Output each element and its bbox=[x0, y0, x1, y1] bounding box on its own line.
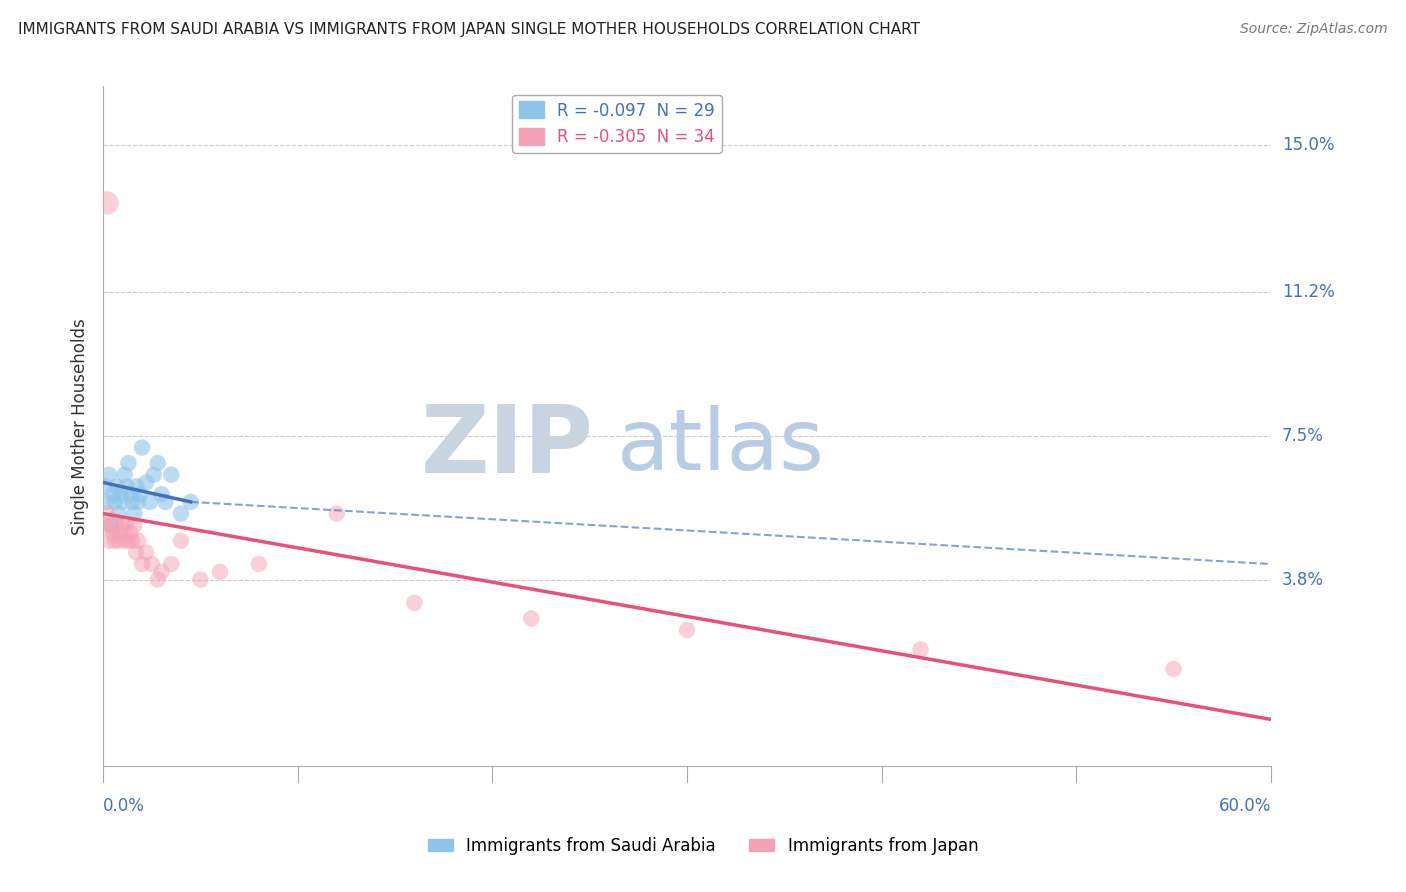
Point bbox=[104, 533, 127, 548]
Point bbox=[115, 479, 138, 493]
Point bbox=[141, 557, 163, 571]
Point bbox=[96, 495, 118, 509]
Point bbox=[114, 533, 136, 548]
Point bbox=[150, 565, 173, 579]
Point bbox=[117, 456, 139, 470]
Point bbox=[127, 533, 149, 548]
Point bbox=[127, 495, 149, 509]
Point bbox=[105, 479, 128, 493]
Text: atlas: atlas bbox=[617, 405, 825, 488]
Point bbox=[120, 526, 142, 541]
Point bbox=[107, 533, 129, 548]
Text: ZIP: ZIP bbox=[420, 401, 593, 492]
Text: 11.2%: 11.2% bbox=[1282, 283, 1334, 301]
Text: 3.8%: 3.8% bbox=[1282, 571, 1324, 589]
Text: 0.0%: 0.0% bbox=[103, 797, 145, 814]
Point bbox=[96, 507, 118, 521]
Point bbox=[101, 487, 124, 501]
Point bbox=[98, 533, 121, 548]
Point bbox=[139, 495, 162, 509]
Point bbox=[121, 533, 143, 548]
Point bbox=[107, 507, 129, 521]
Point bbox=[104, 495, 127, 509]
Text: IMMIGRANTS FROM SAUDI ARABIA VS IMMIGRANTS FROM JAPAN SINGLE MOTHER HOUSEHOLDS C: IMMIGRANTS FROM SAUDI ARABIA VS IMMIGRAN… bbox=[18, 22, 921, 37]
Point bbox=[170, 533, 193, 548]
Point bbox=[520, 611, 543, 625]
Point bbox=[135, 475, 157, 490]
Text: 7.5%: 7.5% bbox=[1282, 427, 1324, 445]
Legend: R = -0.097  N = 29, R = -0.305  N = 34: R = -0.097 N = 29, R = -0.305 N = 34 bbox=[512, 95, 721, 153]
Point bbox=[94, 518, 117, 533]
Point bbox=[111, 518, 134, 533]
Point bbox=[155, 495, 177, 509]
Point bbox=[122, 518, 145, 533]
Y-axis label: Single Mother Households: Single Mother Households bbox=[72, 318, 89, 534]
Point bbox=[325, 507, 347, 521]
Point bbox=[100, 518, 122, 533]
Point bbox=[131, 557, 153, 571]
Point bbox=[146, 573, 169, 587]
Point bbox=[101, 526, 124, 541]
Point bbox=[676, 623, 699, 637]
Point bbox=[121, 495, 143, 509]
Point bbox=[110, 487, 132, 501]
Point bbox=[1163, 662, 1185, 676]
Point bbox=[142, 467, 165, 482]
Point bbox=[129, 487, 152, 501]
Point bbox=[190, 573, 212, 587]
Point bbox=[160, 467, 183, 482]
Text: 60.0%: 60.0% bbox=[1219, 797, 1271, 814]
Text: Source: ZipAtlas.com: Source: ZipAtlas.com bbox=[1240, 22, 1388, 37]
Point bbox=[111, 495, 134, 509]
Point bbox=[910, 642, 932, 657]
Point bbox=[208, 565, 231, 579]
Point bbox=[115, 518, 138, 533]
Point bbox=[160, 557, 183, 571]
Point bbox=[122, 507, 145, 521]
Point bbox=[131, 441, 153, 455]
Point bbox=[94, 479, 117, 493]
Point bbox=[100, 518, 122, 533]
Point bbox=[135, 545, 157, 559]
Text: 15.0%: 15.0% bbox=[1282, 136, 1334, 153]
Point bbox=[105, 518, 128, 533]
Point bbox=[117, 533, 139, 548]
Point bbox=[96, 195, 118, 210]
Point bbox=[125, 545, 148, 559]
Point bbox=[110, 526, 132, 541]
Point bbox=[247, 557, 270, 571]
Point bbox=[170, 507, 193, 521]
Point bbox=[120, 487, 142, 501]
Point bbox=[125, 479, 148, 493]
Legend: Immigrants from Saudi Arabia, Immigrants from Japan: Immigrants from Saudi Arabia, Immigrants… bbox=[422, 830, 984, 862]
Point bbox=[98, 467, 121, 482]
Point bbox=[150, 487, 173, 501]
Point bbox=[114, 467, 136, 482]
Point bbox=[180, 495, 202, 509]
Point bbox=[146, 456, 169, 470]
Point bbox=[404, 596, 426, 610]
